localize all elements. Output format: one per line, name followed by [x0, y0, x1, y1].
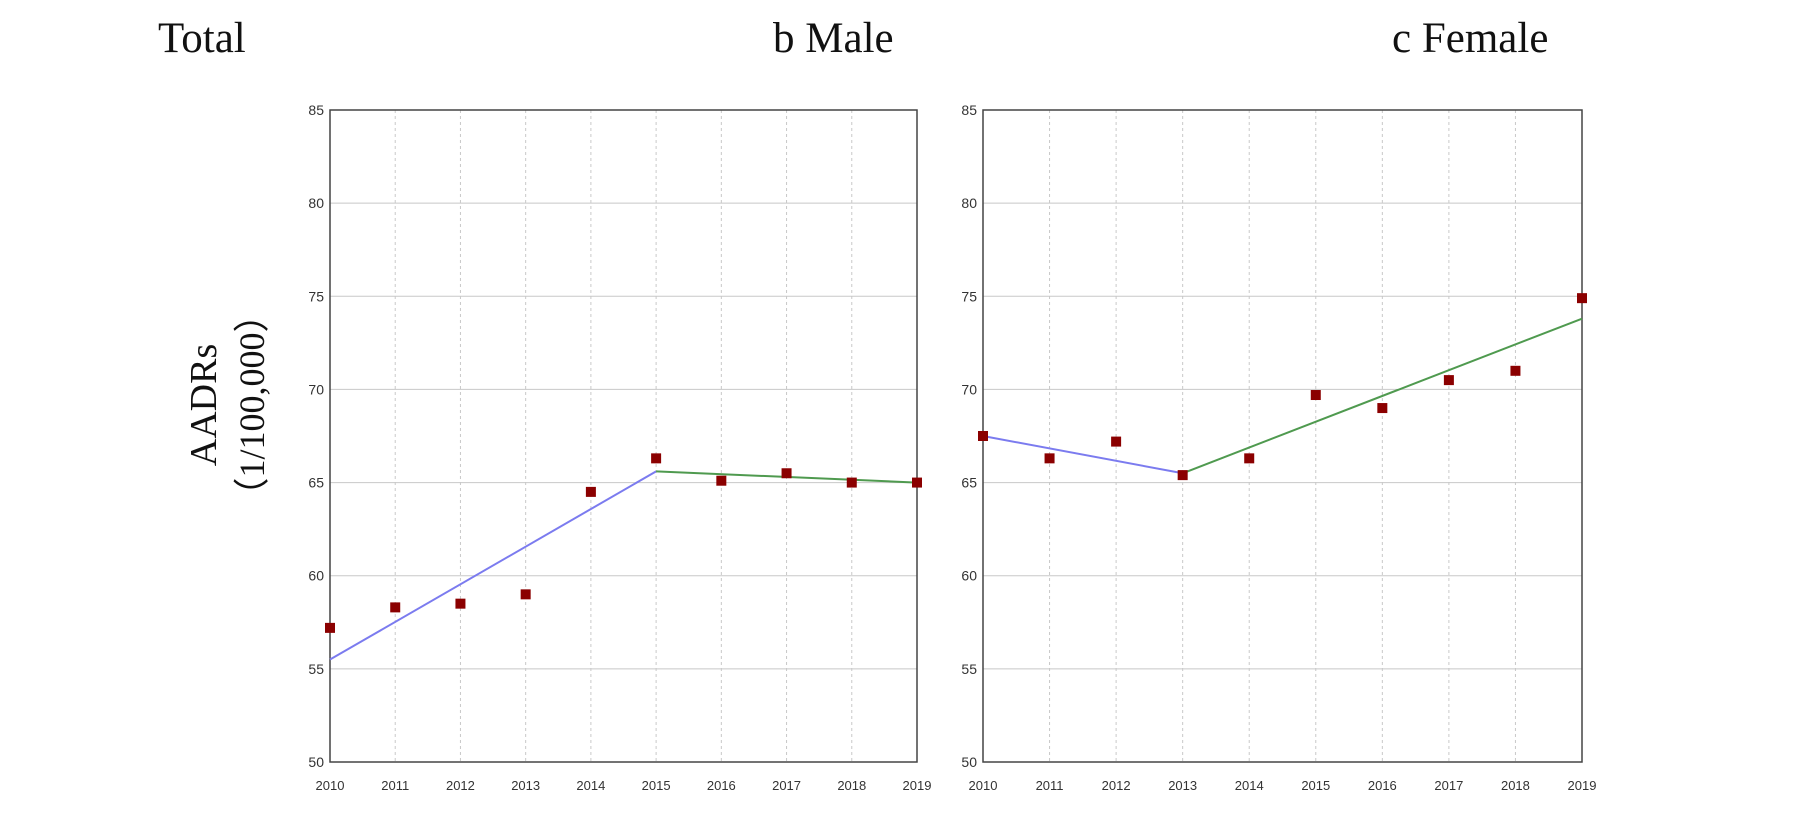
data-point [1510, 365, 1521, 376]
x-tick-label: 2015 [1301, 778, 1330, 793]
x-tick-label: 2016 [707, 778, 736, 793]
y-tick-label: 80 [308, 195, 324, 211]
y-axis-label-line2: （1/100,000） [232, 296, 272, 513]
x-tick-label: 2018 [1501, 778, 1530, 793]
data-point [912, 477, 922, 488]
data-point [455, 598, 466, 609]
x-tick-label: 2011 [1036, 778, 1064, 793]
chart-female: 50 55 60 65 70 75 80 85 2010 2011 2012 2013 2014 2015… [961, 102, 1596, 793]
plot-frame [982, 109, 1583, 763]
x-tick-label: 2012 [1102, 778, 1131, 793]
plot-frame [329, 109, 918, 763]
panel-title-female: c Female [1392, 15, 1549, 62]
y-tick-label: 60 [308, 568, 324, 584]
x-tick-label: 2017 [1434, 778, 1463, 793]
y-tick-label: 65 [961, 475, 977, 491]
y-tick-label: 55 [308, 661, 324, 677]
x-tick-label: 2011 [381, 778, 409, 793]
x-tick-label: 2015 [642, 778, 671, 793]
data-point [1044, 453, 1055, 464]
y-tick-label: 70 [961, 381, 977, 397]
x-tick-label: 2014 [576, 778, 605, 793]
y-axis-label: AADRs （1/100,000） [165, 290, 295, 520]
trend-segment-2 [1182, 317, 1583, 475]
x-tick-label: 2012 [446, 778, 475, 793]
y-tick-label: 60 [961, 568, 977, 584]
x-tick-label: 2013 [511, 778, 540, 793]
data-point [520, 589, 531, 600]
y-tick-label: 65 [308, 475, 324, 491]
x-tick-label: 2018 [837, 778, 866, 793]
x-tick-label: 2019 [1568, 778, 1597, 793]
data-point [651, 453, 662, 464]
data-point [978, 431, 988, 441]
y-tick-label: 70 [308, 381, 324, 397]
trend-segment-1 [982, 435, 1183, 475]
y-tick-label: 85 [308, 102, 324, 118]
trend-segment-1 [329, 470, 657, 661]
data-point [1310, 390, 1321, 401]
y-tick-label: 75 [961, 288, 977, 304]
panel-title-male: b Male [773, 15, 894, 62]
y-tick-label: 85 [961, 102, 977, 118]
data-point [1177, 470, 1188, 481]
x-tick-label: 2014 [1235, 778, 1264, 793]
data-point [781, 468, 792, 479]
data-point [716, 475, 727, 486]
y-tick-label: 55 [961, 661, 977, 677]
data-point [390, 602, 401, 613]
x-tick-label: 2019 [903, 778, 932, 793]
y-tick-label: 75 [308, 288, 324, 304]
y-tick-label: 80 [961, 195, 977, 211]
y-axis-label-line1: AADRs [183, 344, 225, 466]
data-point [1377, 403, 1388, 414]
data-point [1244, 453, 1255, 464]
x-tick-label: 2013 [1168, 778, 1197, 793]
panel-title-total: Total [158, 15, 246, 62]
data-point [846, 477, 857, 488]
data-point [1577, 293, 1587, 304]
data-point [1111, 436, 1122, 447]
x-tick-label: 2010 [969, 778, 998, 793]
data-point [585, 486, 596, 497]
y-tick-label: 50 [308, 754, 324, 770]
x-tick-label: 2017 [772, 778, 801, 793]
x-tick-label: 2010 [316, 778, 345, 793]
x-tick-label: 2016 [1368, 778, 1397, 793]
y-tick-label: 50 [961, 754, 977, 770]
data-point [1443, 375, 1454, 386]
chart-male: 50 55 60 65 70 75 80 85 2010 2011 2012 2013 2014 2015… [308, 102, 931, 793]
data-point [325, 622, 335, 633]
